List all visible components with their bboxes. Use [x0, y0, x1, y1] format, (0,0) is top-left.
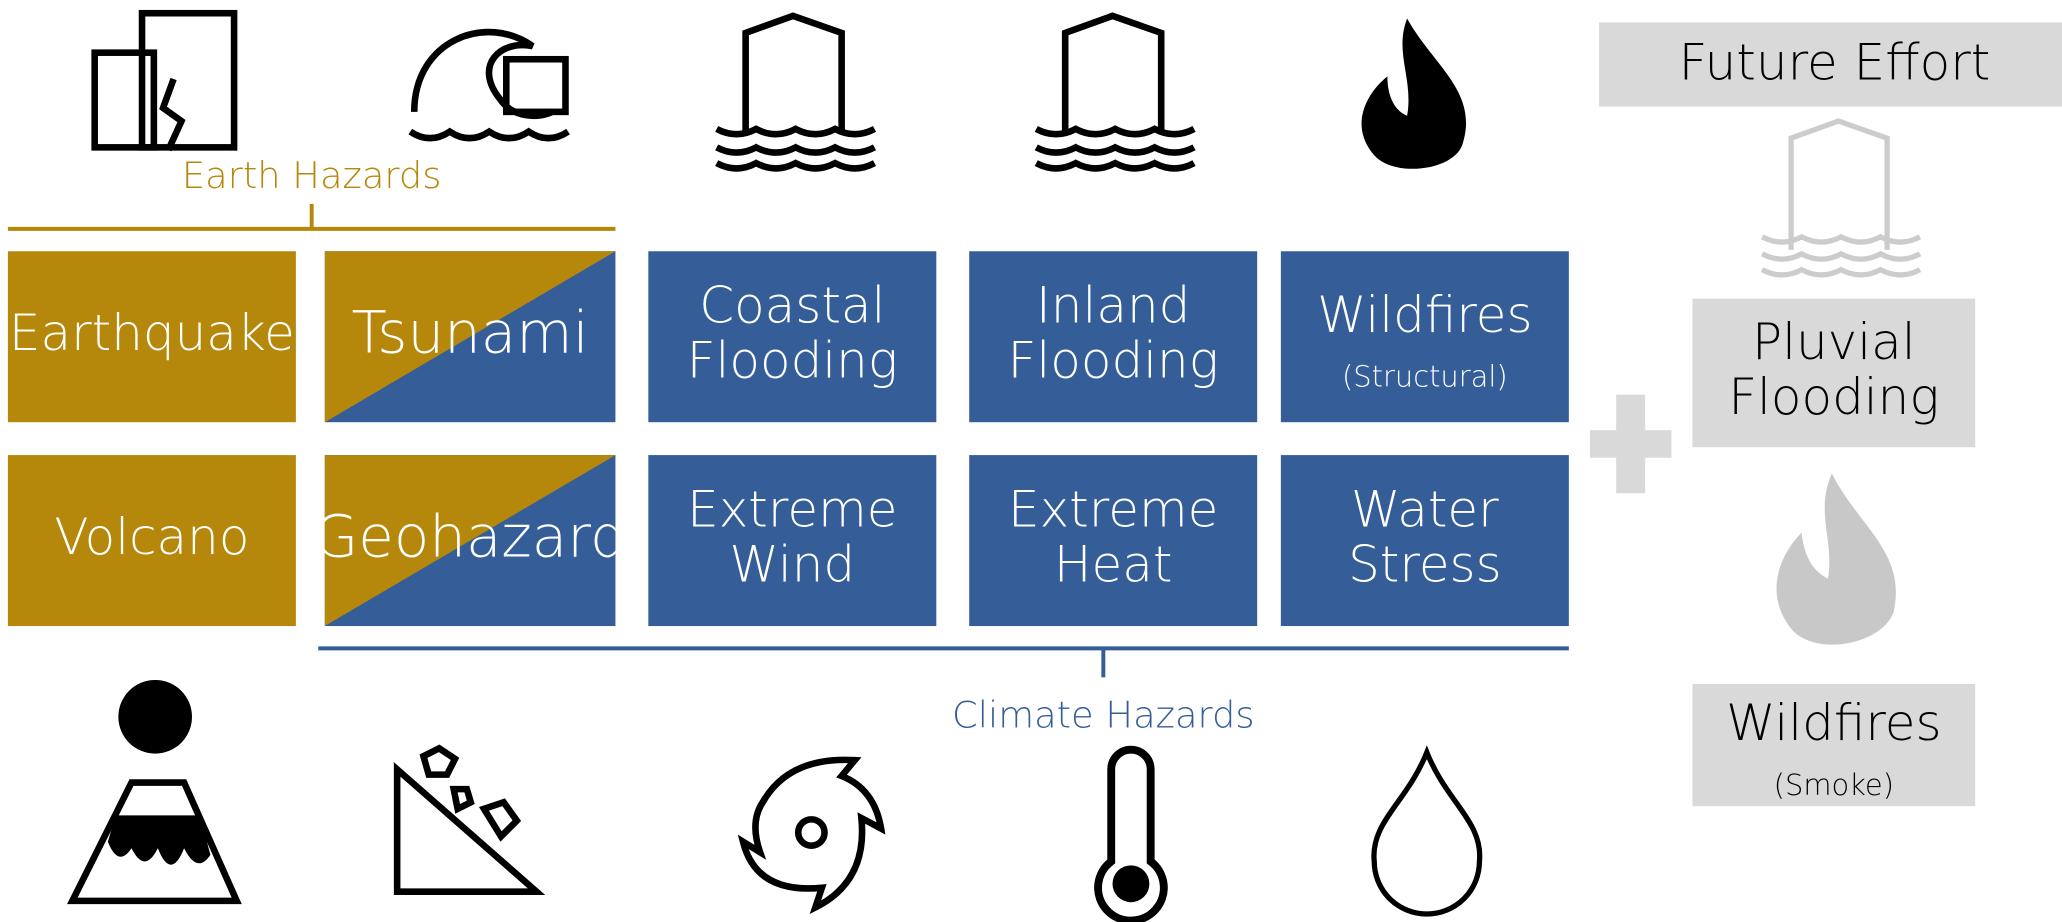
tile-text: Wind [730, 536, 856, 594]
tile-text: Stress [1348, 536, 1502, 594]
tile-text: Pluvial [1752, 313, 1916, 371]
tile-text: Volcano [54, 508, 249, 566]
tile-text: Coastal [699, 277, 885, 335]
tile-text: Flooding [687, 332, 898, 390]
tile [969, 251, 1258, 423]
fire-icon [1361, 18, 1467, 169]
tile-text: Water [1351, 481, 1499, 539]
wind-icon [737, 756, 886, 914]
tile-split [324, 455, 616, 627]
tile [7, 455, 296, 627]
coastal-flood-icon [715, 12, 877, 172]
tile-text: Flooding [1728, 368, 1939, 426]
inland-flood-icon [1034, 12, 1196, 172]
tile-text: Extreme [687, 481, 897, 539]
tile-note: (Structural) [1342, 360, 1508, 394]
earthquake-icon [91, 9, 238, 152]
tile-text: Wildfires [1726, 694, 1941, 752]
tile-text: Earthquake [9, 304, 295, 362]
tile-text: Heat [1054, 536, 1173, 594]
earth-label: Earth Hazards [182, 154, 442, 197]
tile [648, 251, 937, 423]
tile-grid: Earthquake Tsunami CoastalFloodingInlandFl… [7, 251, 1569, 627]
tile-split [324, 251, 616, 423]
future-title: Future Effort [1679, 33, 1991, 91]
tile [648, 455, 937, 627]
tile-text: Inland [1036, 277, 1190, 335]
tile [1280, 455, 1569, 627]
tile [7, 251, 296, 423]
tile-note: (Smoke) [1774, 768, 1894, 802]
tsunami-icon [408, 28, 570, 142]
earth-bracket [7, 203, 616, 231]
future-flood-icon [1760, 118, 1922, 278]
future-box [1692, 683, 1976, 807]
thermometer-icon [1094, 745, 1168, 922]
landslide-icon [393, 744, 546, 895]
future-header [1599, 22, 2062, 107]
tile [969, 455, 1258, 627]
future-box [1692, 298, 1976, 448]
tile-text: Geohazard [313, 503, 626, 571]
future-fire-icon [1776, 473, 1896, 645]
tile-text: Wildfires [1317, 286, 1533, 344]
climate-bracket [318, 646, 1569, 678]
tile-text: Tsunami [352, 299, 589, 367]
climate-label: Climate Hazards [952, 693, 1255, 736]
water-drop-icon [1371, 745, 1483, 917]
tile-text: Flooding [1008, 332, 1219, 390]
tile [1280, 251, 1569, 423]
plus-icon [1589, 394, 1672, 494]
volcano-icon [67, 679, 242, 905]
tile-text: Extreme [1008, 481, 1218, 539]
